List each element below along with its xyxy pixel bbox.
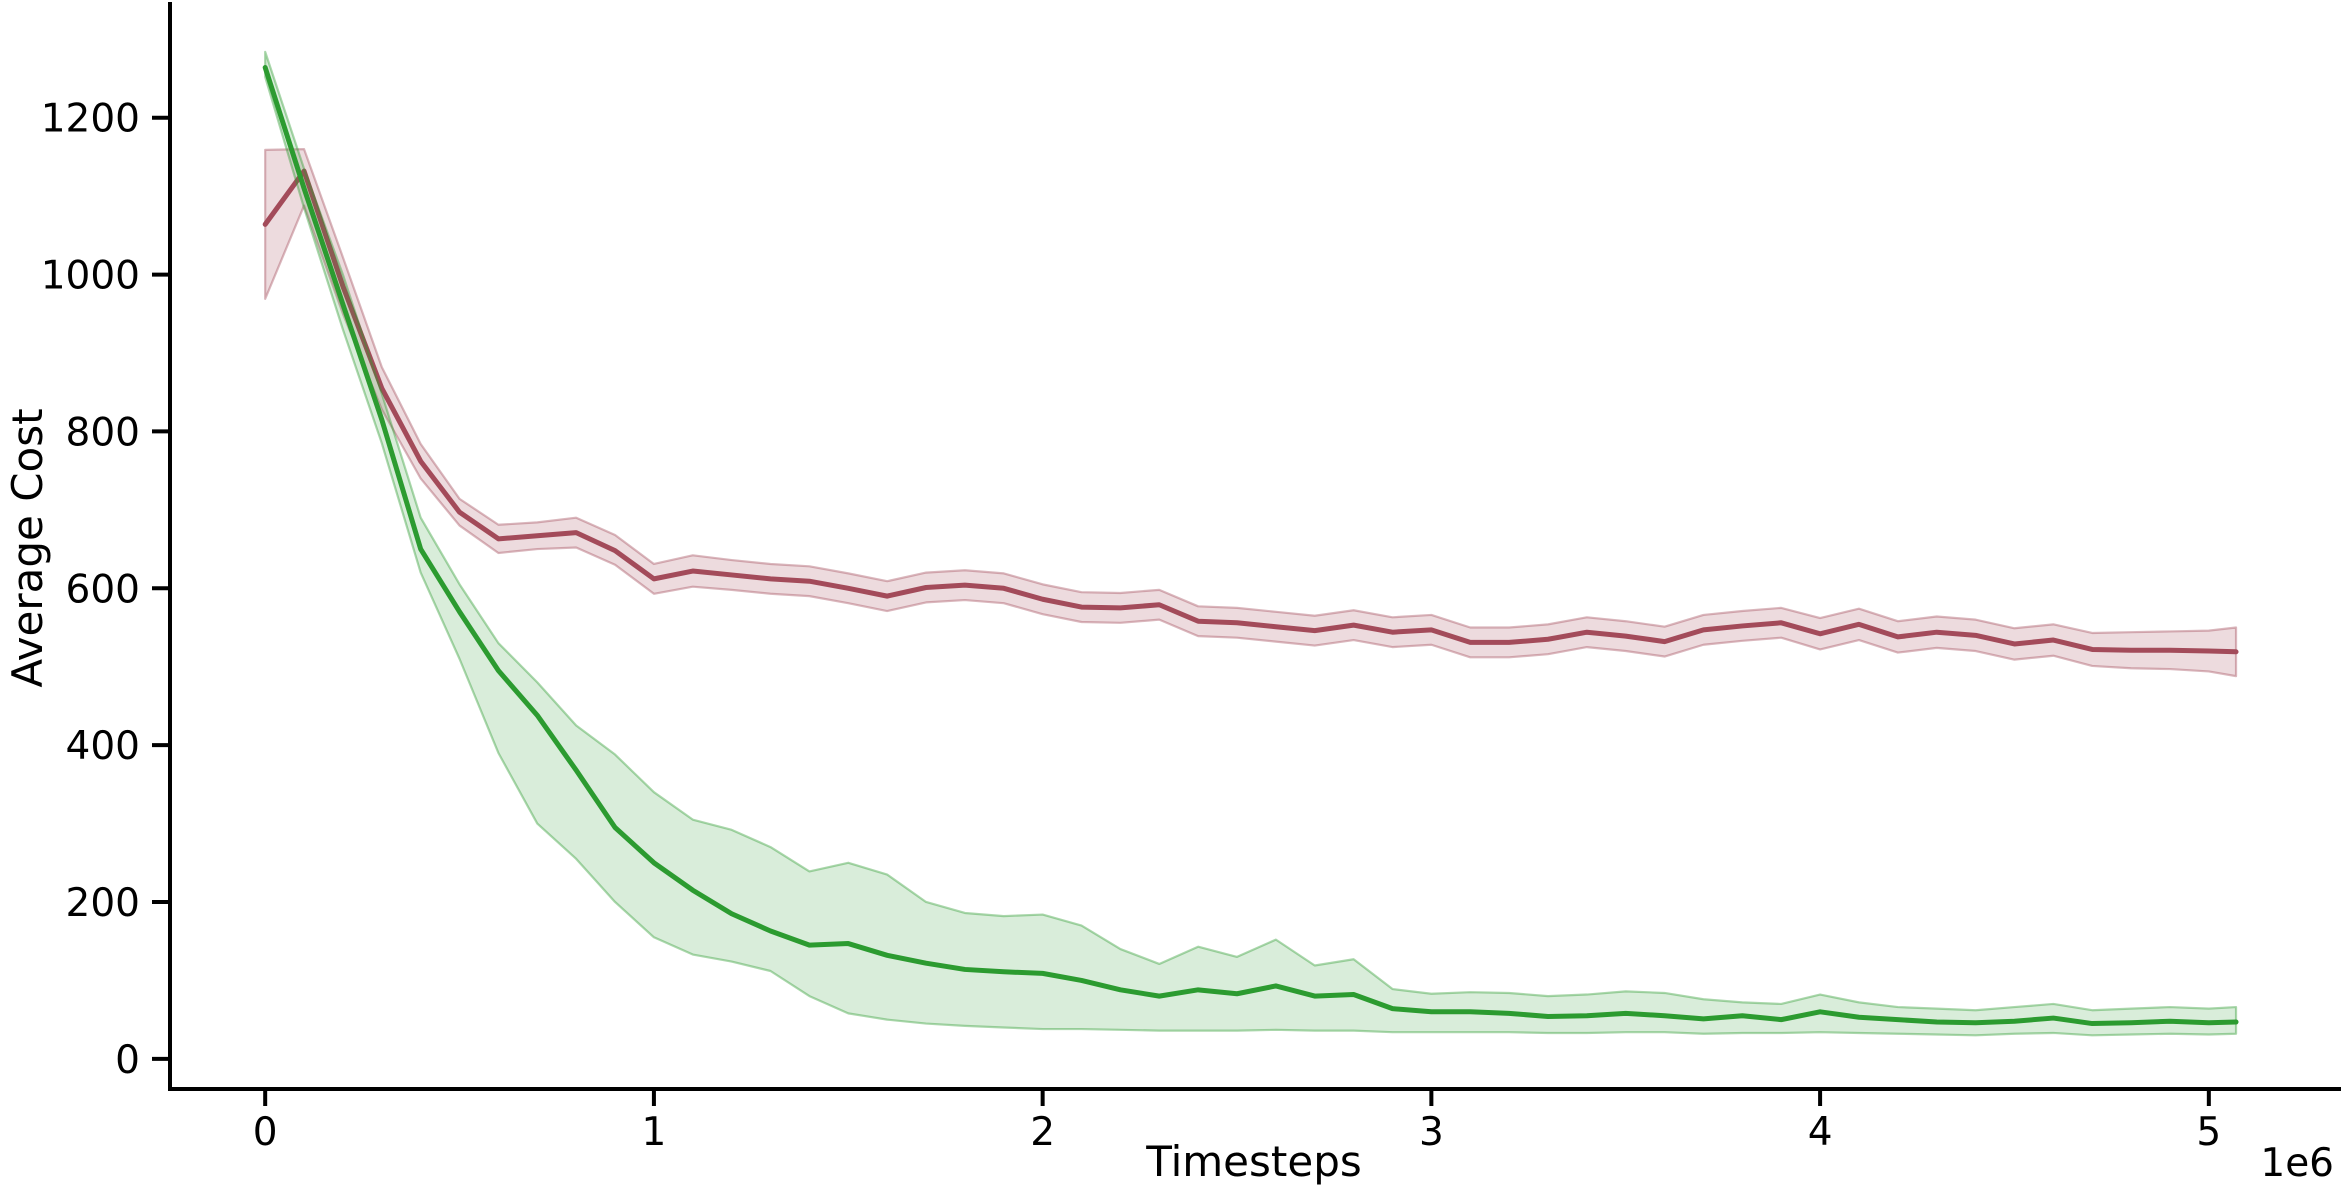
x-tick-label: 1 bbox=[641, 1110, 666, 1155]
x-axis-offset-label: 1e6 bbox=[2260, 1141, 2334, 1186]
axes bbox=[168, 2, 2341, 1091]
y-tick-label: 1200 bbox=[41, 97, 140, 142]
y-tick-label: 1000 bbox=[41, 254, 140, 299]
x-tick-label: 4 bbox=[1808, 1110, 1833, 1155]
red-series-line bbox=[262, 168, 2239, 655]
y-axis-title: Average Cost bbox=[3, 408, 52, 687]
y-tick-label: 200 bbox=[66, 881, 140, 926]
y-tick-label: 800 bbox=[66, 410, 140, 455]
tick-marks bbox=[152, 115, 2211, 1106]
x-tick-label: 5 bbox=[2196, 1110, 2221, 1155]
green-series-line bbox=[262, 65, 2239, 1027]
y-tick-label: 600 bbox=[66, 567, 140, 612]
x-tick-label: 0 bbox=[253, 1110, 278, 1155]
red-series-confidence-band bbox=[264, 147, 2238, 678]
y-tick-label: 400 bbox=[66, 724, 140, 769]
x-tick-label: 2 bbox=[1030, 1110, 1055, 1155]
tick-labels: 0 1 2 3 4 5 0 200 400 600 800 1000 1200 bbox=[41, 97, 2222, 1155]
x-axis-title: Timesteps bbox=[1145, 1137, 1362, 1186]
plot-area bbox=[262, 50, 2239, 1037]
x-tick-label: 3 bbox=[1419, 1110, 1444, 1155]
green-series-confidence-band bbox=[264, 50, 2238, 1037]
y-tick-label: 0 bbox=[115, 1038, 140, 1083]
